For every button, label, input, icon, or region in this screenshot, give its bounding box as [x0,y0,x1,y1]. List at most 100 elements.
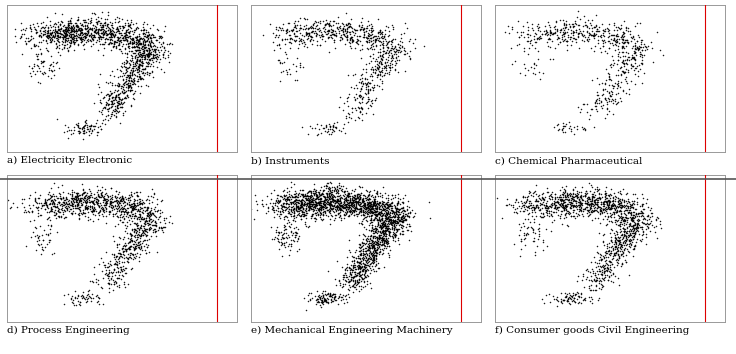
Point [620,234,631,239]
Point [76,33,88,38]
Point [399,209,411,214]
Point [629,206,640,212]
Point [133,41,145,46]
Point [297,27,309,32]
Point [610,101,622,107]
Point [381,201,392,207]
Point [106,205,118,211]
Point [125,191,137,196]
Point [290,233,302,238]
Point [110,114,121,119]
Point [364,31,375,37]
Point [361,46,373,51]
Point [124,30,135,35]
Point [127,199,139,204]
Point [323,196,335,202]
X-axis label: b) Instruments: b) Instruments [251,156,330,165]
Point [342,190,353,196]
Point [61,36,73,41]
Point [107,44,118,49]
Point [313,190,325,195]
Point [595,271,606,277]
Point [327,28,339,34]
Point [146,210,158,216]
Point [132,55,144,60]
Point [308,215,320,221]
Point [641,217,653,223]
Point [342,95,354,100]
Point [131,234,143,240]
Point [278,204,290,209]
Point [45,226,57,232]
Point [112,198,124,204]
Point [300,206,311,212]
Point [361,35,373,41]
Point [620,205,632,211]
Point [517,193,529,198]
Point [351,278,363,284]
Point [366,25,378,31]
Point [126,65,138,71]
Point [632,46,644,52]
Point [117,86,129,92]
Point [315,206,327,212]
Point [604,202,615,207]
Point [53,199,65,204]
Point [372,64,383,70]
Point [134,40,146,46]
Point [604,199,615,204]
Point [133,71,145,77]
Point [149,223,161,229]
Point [595,99,607,105]
Point [615,243,626,249]
Point [522,38,534,44]
Point [572,274,584,279]
Point [371,208,383,214]
Point [305,28,317,34]
Point [123,33,135,39]
Point [114,235,126,240]
Point [327,198,339,203]
Point [369,97,381,103]
Point [343,208,355,214]
Point [588,194,600,200]
Point [397,218,408,224]
Point [270,207,282,213]
Point [117,208,129,213]
Point [311,296,323,302]
Point [332,15,344,20]
Point [135,35,146,40]
Point [620,198,632,204]
Point [353,279,364,285]
Point [300,32,312,37]
Point [154,219,166,225]
Point [541,185,553,191]
Point [370,37,382,43]
Point [568,203,580,209]
Point [389,63,400,68]
Point [615,214,626,219]
Point [135,41,147,47]
Point [386,64,398,70]
Point [611,203,623,209]
Point [608,201,620,207]
Point [399,51,411,56]
Point [628,225,640,230]
Point [16,51,28,57]
Point [651,215,663,220]
Point [115,276,127,282]
Point [273,230,285,236]
Point [88,201,100,207]
Point [116,195,127,200]
Point [120,213,132,219]
Point [114,46,126,52]
Point [142,220,154,225]
Point [92,48,104,53]
Point [311,188,322,193]
Point [135,35,146,41]
Point [367,244,379,250]
Point [117,35,129,41]
Point [375,239,386,245]
Point [370,226,382,232]
Point [297,202,308,208]
